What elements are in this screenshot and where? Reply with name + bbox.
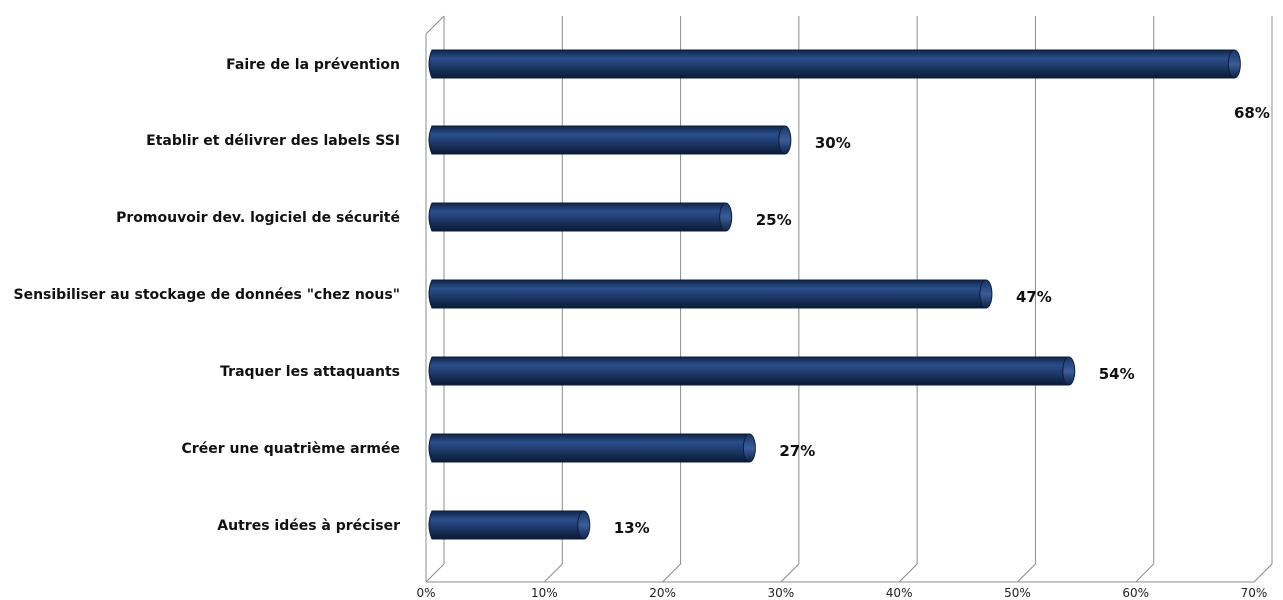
gridline-floor: [425, 563, 445, 583]
category-label: Promouvoir dev. logiciel de sécurité: [116, 210, 400, 226]
category-label: Faire de la prévention: [226, 57, 400, 73]
category-label: Etablir et délivrer des labels SSI: [146, 133, 400, 149]
value-label: 47%: [1016, 288, 1052, 306]
bar-body: [428, 356, 1073, 386]
bar-body: [428, 202, 730, 232]
bar-body: [428, 433, 753, 463]
bars: [428, 49, 1241, 540]
bar: [428, 510, 591, 540]
bar-body: [428, 510, 588, 540]
category-label: Autres idées à préciser: [217, 518, 400, 534]
bar: [428, 356, 1076, 386]
category-label: Traquer les attaquants: [220, 364, 400, 380]
value-label: 25%: [756, 211, 792, 229]
bar-end-cap: [1227, 49, 1241, 79]
bar-body: [428, 49, 1238, 79]
bar-end-cap: [577, 510, 591, 540]
value-label: 27%: [779, 442, 815, 460]
gridline-floor: [662, 563, 681, 583]
x-tick-label: 20%: [649, 586, 676, 600]
x-tick-label: 40%: [886, 586, 913, 600]
bar: [428, 202, 733, 232]
value-label: 54%: [1099, 365, 1135, 383]
value-labels: 68% 30% 25% 47% 54% 27% 13%: [614, 104, 1270, 537]
category-labels: Faire de la prévention Etablir et délivre…: [14, 57, 401, 534]
x-tick-label: 30%: [768, 586, 795, 600]
value-label: 68%: [1234, 104, 1270, 122]
bar-end-cap: [719, 202, 733, 232]
bar-end-cap: [1062, 356, 1076, 386]
gridline-floor: [898, 563, 918, 583]
axis-wall-top: [425, 15, 445, 35]
bar: [428, 279, 993, 309]
x-tick-label: 50%: [1004, 586, 1031, 600]
bar: [428, 433, 756, 463]
bar-body: [428, 125, 789, 155]
bar-end-cap: [979, 279, 993, 309]
category-label: Créer une quatrième armée: [182, 441, 400, 457]
x-tick-label: 70%: [1241, 586, 1268, 600]
x-tick-label: 10%: [531, 586, 558, 600]
gridline-floor: [1017, 563, 1036, 583]
category-label: Sensibiliser au stockage de données "che…: [14, 287, 401, 303]
bar-end-cap: [778, 125, 792, 155]
gridline-floor: [543, 563, 563, 583]
gridline-floor: [1135, 563, 1155, 583]
bar: [428, 125, 792, 155]
gridline-floor: [1253, 563, 1273, 583]
value-label: 30%: [815, 134, 851, 152]
bar-end-cap: [742, 433, 756, 463]
gridline-floor: [780, 563, 800, 583]
value-label: 13%: [614, 519, 650, 537]
bar: [428, 49, 1241, 79]
x-tick-label: 0%: [416, 586, 435, 600]
bar-body: [428, 279, 990, 309]
x-axis-ticks: 0% 10% 20% 30% 40% 50% 60% 70%: [416, 586, 1267, 600]
x-tick-label: 60%: [1122, 586, 1149, 600]
